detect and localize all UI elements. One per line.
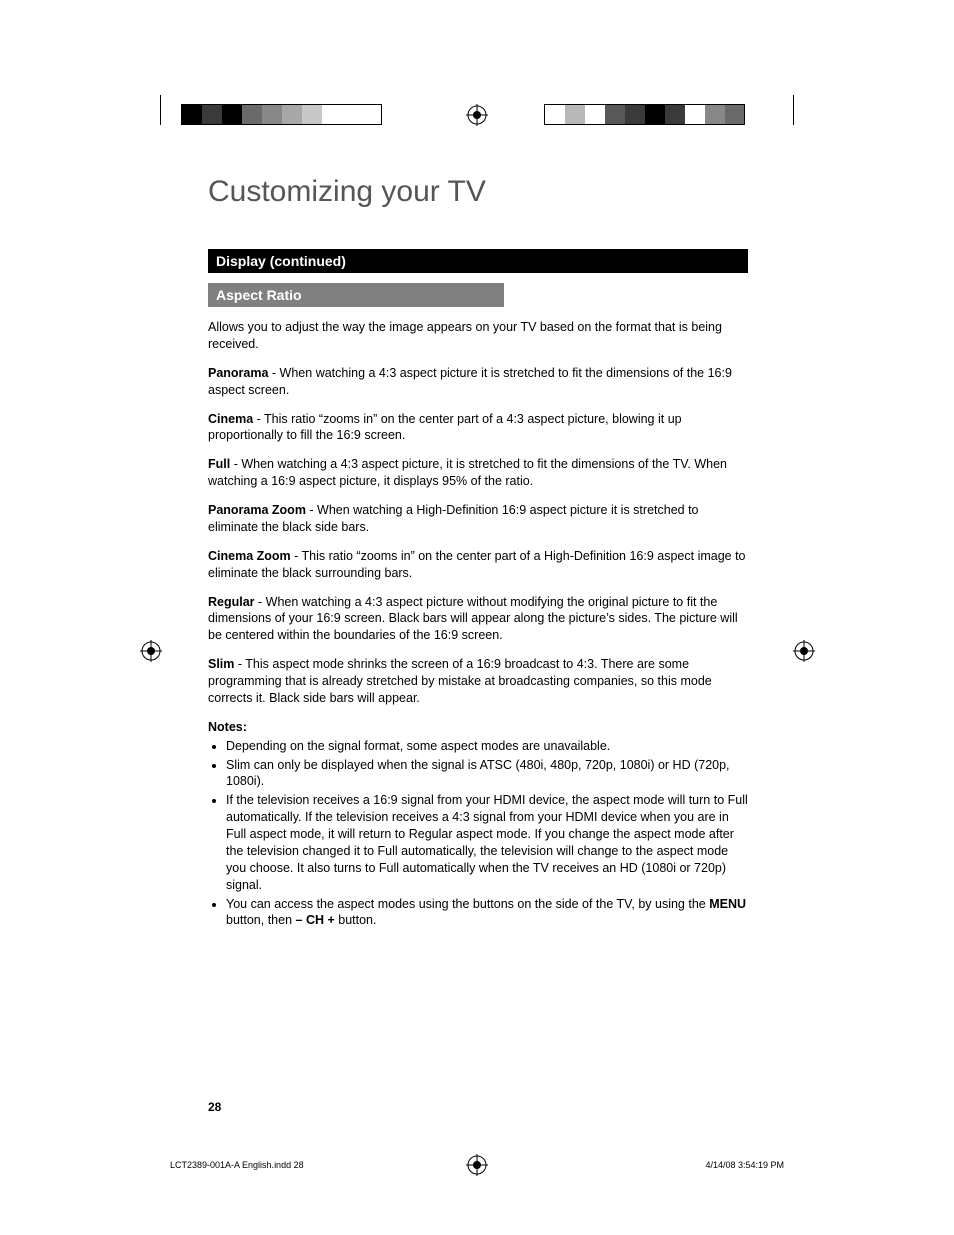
aspect-mode-name: Panorama [208, 366, 268, 380]
color-swatch [685, 105, 705, 125]
menu-button-label: MENU [709, 897, 746, 911]
color-swatches-left [182, 105, 382, 125]
color-swatch [645, 105, 665, 125]
note-item: Depending on the signal format, some asp… [226, 738, 748, 755]
ch-button-label: – CH + [296, 913, 335, 927]
color-swatch [182, 105, 202, 125]
color-swatch [585, 105, 605, 125]
aspect-mode-name: Slim [208, 657, 234, 671]
page-content: Customizing your TV Display (continued) … [208, 175, 748, 931]
color-swatch [222, 105, 242, 125]
aspect-mode-name: Regular [208, 595, 255, 609]
aspect-mode-name: Panorama Zoom [208, 503, 306, 517]
aspect-mode-desc: - When watching a 4:3 aspect picture wit… [208, 595, 738, 643]
aspect-mode-desc: - When watching a 4:3 aspect picture it … [208, 366, 732, 397]
color-swatch [342, 105, 362, 125]
color-swatch [262, 105, 282, 125]
manual-page: Customizing your TV Display (continued) … [0, 0, 954, 1235]
footer-filename: LCT2389-001A-A English.indd 28 [170, 1160, 304, 1170]
notes-list: Depending on the signal format, some asp… [208, 738, 748, 930]
note-item: If the television receives a 16:9 signal… [226, 792, 748, 893]
aspect-mode-item: Slim - This aspect mode shrinks the scre… [208, 656, 748, 707]
color-swatch [725, 105, 745, 125]
aspect-mode-item: Panorama Zoom - When watching a High-Def… [208, 502, 748, 536]
color-swatch [565, 105, 585, 125]
color-swatch [362, 105, 382, 125]
subsection-heading-bar: Aspect Ratio [208, 283, 504, 307]
color-swatch [242, 105, 262, 125]
registration-mark-icon [793, 640, 815, 662]
registration-mark-icon [466, 1154, 488, 1176]
note-item: Slim can only be displayed when the sign… [226, 757, 748, 791]
aspect-mode-name: Cinema Zoom [208, 549, 291, 563]
color-swatch [625, 105, 645, 125]
color-swatch [665, 105, 685, 125]
section-heading-bar: Display (continued) [208, 249, 748, 273]
aspect-mode-item: Panorama - When watching a 4:3 aspect pi… [208, 365, 748, 399]
aspect-modes-list: Panorama - When watching a 4:3 aspect pi… [208, 365, 748, 707]
page-number: 28 [208, 1100, 221, 1114]
page-title: Customizing your TV [208, 175, 748, 209]
aspect-mode-desc: - This aspect mode shrinks the screen of… [208, 657, 712, 705]
aspect-mode-item: Cinema - This ratio “zooms in” on the ce… [208, 411, 748, 445]
color-swatch [322, 105, 342, 125]
color-swatches-right [545, 105, 745, 125]
note-item: You can access the aspect modes using th… [226, 896, 748, 930]
aspect-mode-item: Cinema Zoom - This ratio “zooms in” on t… [208, 548, 748, 582]
aspect-mode-desc: - This ratio “zooms in” on the center pa… [208, 412, 682, 443]
aspect-mode-item: Regular - When watching a 4:3 aspect pic… [208, 594, 748, 645]
color-swatch [705, 105, 725, 125]
notes-heading: Notes: [208, 720, 247, 734]
registration-mark-icon [140, 640, 162, 662]
color-swatch [545, 105, 565, 125]
footer-timestamp: 4/14/08 3:54:19 PM [705, 1160, 784, 1170]
intro-text: Allows you to adjust the way the image a… [208, 319, 748, 353]
color-swatch [302, 105, 322, 125]
color-swatch [202, 105, 222, 125]
aspect-mode-name: Full [208, 457, 230, 471]
aspect-mode-desc: - When watching a 4:3 aspect picture, it… [208, 457, 727, 488]
registration-mark-icon [466, 104, 488, 126]
color-swatch [282, 105, 302, 125]
aspect-mode-item: Full - When watching a 4:3 aspect pictur… [208, 456, 748, 490]
aspect-mode-name: Cinema [208, 412, 253, 426]
color-swatch [605, 105, 625, 125]
